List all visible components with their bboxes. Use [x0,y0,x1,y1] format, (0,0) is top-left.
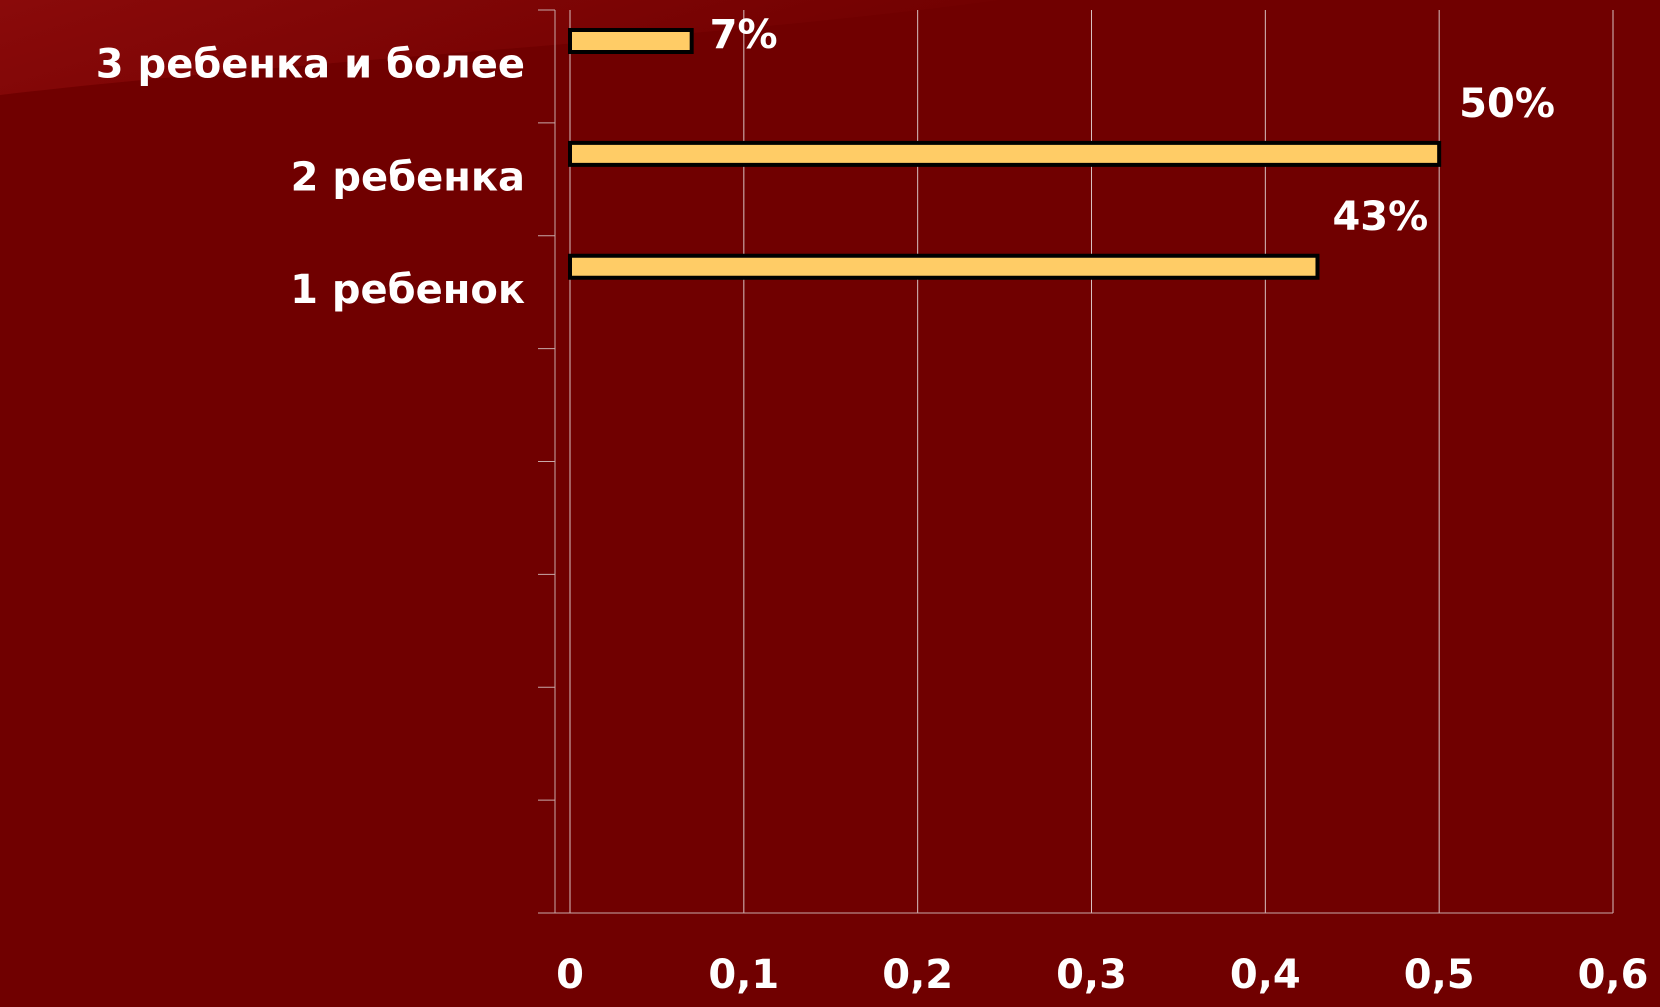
x-tick-label: 0,6 [1578,952,1649,998]
category-label: 2 ребенка [291,154,525,200]
x-tick-label: 0 [556,952,584,998]
x-tick-label: 0,5 [1404,952,1475,998]
x-tick-label: 0,1 [708,952,779,998]
x-tick-label: 0,4 [1230,952,1301,998]
background-sweep [0,0,1000,95]
x-tick-label: 0,2 [882,952,953,998]
category-label: 3 ребенка и более [96,41,525,87]
bar [568,28,694,54]
bar [568,140,1442,167]
category-label: 1 ребенок [290,267,525,313]
bar [568,253,1320,280]
value-label: 7% [710,12,778,58]
value-label: 50% [1459,81,1555,127]
value-label: 43% [1332,194,1428,240]
x-tick-label: 0,3 [1056,952,1127,998]
